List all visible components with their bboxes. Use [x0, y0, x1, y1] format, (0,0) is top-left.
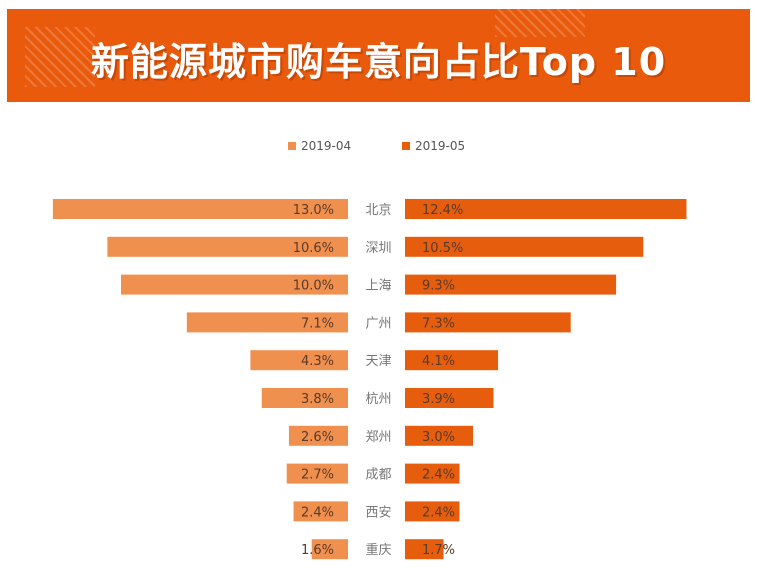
bar-2019-04-4[interactable]: [250, 350, 348, 371]
data-label-2019-04-2: 10.0%: [293, 279, 334, 294]
bar-2019-05-0[interactable]: [405, 199, 687, 219]
legend-item-2019-05[interactable]: 2019-05: [402, 137, 465, 155]
bar-2019-04-0[interactable]: [52, 199, 349, 219]
legend-label: 2019-04: [301, 139, 352, 153]
category-label-3: 广州: [365, 316, 391, 331]
bar-2019-05-6[interactable]: [405, 425, 474, 446]
data-label-2019-04-8: 2.4%: [301, 505, 334, 520]
category-label-9: 重庆: [365, 542, 391, 558]
data-label-2019-05-1: 10.5%: [422, 241, 463, 256]
bar-2019-04-2[interactable]: [121, 274, 348, 295]
legend-item-2019-04[interactable]: 2019-04: [288, 137, 351, 155]
data-label-2019-04-0: 13.0%: [293, 203, 334, 218]
data-label-2019-04-3: 7.1%: [301, 316, 334, 331]
data-label-2019-05-0: 12.4%: [422, 203, 463, 218]
bar-2019-05-4[interactable]: [405, 350, 499, 371]
category-label-7: 成都: [365, 468, 391, 483]
banner-stripes-decoration: [495, 9, 585, 37]
category-label-5: 杭州: [365, 392, 391, 407]
bar-2019-05-7[interactable]: [405, 463, 460, 484]
bar-2019-04-6[interactable]: [288, 425, 348, 446]
bar-2019-05-9[interactable]: [405, 539, 444, 560]
category-label-6: 郑州: [365, 430, 391, 445]
data-label-2019-04-9: 1.6%: [301, 543, 334, 558]
category-label-2: 上海: [365, 279, 391, 294]
bar-2019-05-1[interactable]: [405, 236, 644, 257]
data-label-2019-05-2: 9.3%: [422, 279, 455, 294]
data-label-2019-04-6: 2.6%: [301, 430, 334, 445]
data-label-2019-04-5: 3.8%: [301, 392, 334, 407]
bar-2019-05-8[interactable]: [405, 501, 460, 522]
category-label-0: 北京: [365, 203, 391, 218]
data-label-2019-05-3: 7.3%: [422, 316, 455, 331]
banner-stripes-decoration: [25, 27, 95, 87]
data-label-2019-05-4: 4.1%: [422, 354, 455, 369]
data-label-2019-05-8: 2.4%: [422, 505, 455, 520]
data-label-2019-04-1: 10.6%: [293, 241, 334, 256]
title-banner: 新能源城市购车意向占比Top 10: [7, 9, 750, 102]
bar-2019-04-1[interactable]: [107, 236, 348, 257]
bar-2019-04-9[interactable]: [311, 539, 348, 560]
data-label-2019-05-5: 3.9%: [422, 392, 455, 407]
legend-label: 2019-05: [415, 139, 466, 153]
chart-title: 新能源城市购车意向占比Top 10: [90, 40, 667, 84]
bar-2019-05-5[interactable]: [405, 388, 494, 408]
bar-2019-04-3[interactable]: [186, 312, 348, 333]
legend-swatch-2019-05: [402, 142, 410, 150]
category-label-1: 深圳: [365, 241, 391, 256]
category-label-4: 天津: [365, 354, 391, 369]
legend: 2019-04 2019-05: [0, 137, 765, 155]
data-label-2019-04-7: 2.7%: [301, 468, 334, 483]
bar-2019-05-3[interactable]: [405, 312, 571, 333]
data-label-2019-05-6: 3.0%: [422, 430, 455, 445]
bar-2019-04-7[interactable]: [286, 463, 348, 484]
data-label-2019-04-4: 4.3%: [301, 354, 334, 369]
bar-2019-04-5[interactable]: [261, 388, 348, 408]
category-label-8: 西安: [365, 505, 391, 520]
legend-swatch-2019-04: [288, 142, 296, 150]
bar-2019-04-8[interactable]: [293, 501, 348, 522]
bar-2019-05-2[interactable]: [405, 274, 617, 295]
data-label-2019-05-7: 2.4%: [422, 468, 455, 483]
data-label-2019-05-9: 1.7%: [422, 543, 455, 558]
